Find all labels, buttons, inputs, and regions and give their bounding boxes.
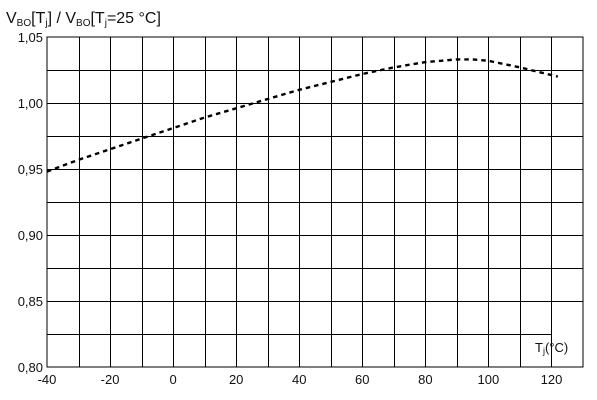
x-tick-label: 60 — [355, 372, 369, 387]
y-tick-label: 1,05 — [18, 30, 43, 45]
x-tick-label: -20 — [101, 372, 120, 387]
x-axis-ticks: -40 -20 0 20 40 60 80 100 120 — [38, 372, 563, 387]
x-axis-label: Tj(°C) — [535, 340, 568, 356]
x-tick-label: -40 — [38, 372, 57, 387]
y-axis-ticks: 0,80 0,85 0,90 0,95 1,00 1,05 — [18, 30, 43, 375]
y-tick-label: 0,80 — [18, 360, 43, 375]
y-tick-label: 0,90 — [18, 228, 43, 243]
x-tick-label: 80 — [418, 372, 432, 387]
series-line — [46, 58, 559, 173]
y-tick-label: 0,85 — [18, 294, 43, 309]
x-tick-label: 120 — [541, 372, 563, 387]
series-layer — [46, 58, 559, 173]
y-tick-label: 1,00 — [18, 96, 43, 111]
y-tick-label: 0,95 — [18, 162, 43, 177]
grid — [46, 36, 584, 368]
y-axis-label: VBO[Tj] / VBO[Tj=25 °C] — [6, 10, 161, 29]
x-tick-label: 40 — [292, 372, 306, 387]
x-tick-label: 100 — [478, 372, 500, 387]
x-tick-label: 0 — [170, 372, 177, 387]
x-tick-label: 20 — [229, 372, 243, 387]
